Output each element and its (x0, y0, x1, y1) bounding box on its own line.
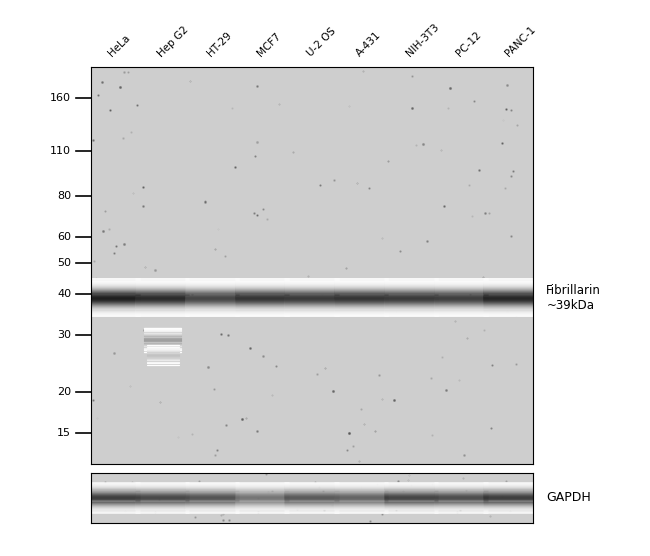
Text: NIH-3T3: NIH-3T3 (404, 22, 441, 59)
Text: Hep G2: Hep G2 (156, 24, 190, 59)
Text: 160: 160 (50, 93, 71, 103)
Text: 80: 80 (57, 191, 71, 201)
Text: 50: 50 (57, 257, 71, 267)
Text: HeLa: HeLa (106, 33, 132, 59)
Text: 30: 30 (57, 330, 71, 340)
Text: A-431: A-431 (355, 30, 384, 59)
Text: 110: 110 (50, 146, 71, 156)
Text: PC-12: PC-12 (454, 30, 483, 59)
Text: MCF7: MCF7 (255, 31, 283, 59)
Text: HT-29: HT-29 (205, 31, 234, 59)
Text: PANC-1: PANC-1 (504, 24, 538, 59)
Text: 40: 40 (57, 289, 71, 299)
Text: GAPDH: GAPDH (546, 491, 591, 504)
Text: 20: 20 (57, 387, 71, 397)
Text: Fibrillarin
~39kDa: Fibrillarin ~39kDa (546, 284, 601, 312)
Text: 60: 60 (57, 232, 71, 242)
Text: 15: 15 (57, 428, 71, 438)
Text: U-2 OS: U-2 OS (305, 26, 337, 59)
